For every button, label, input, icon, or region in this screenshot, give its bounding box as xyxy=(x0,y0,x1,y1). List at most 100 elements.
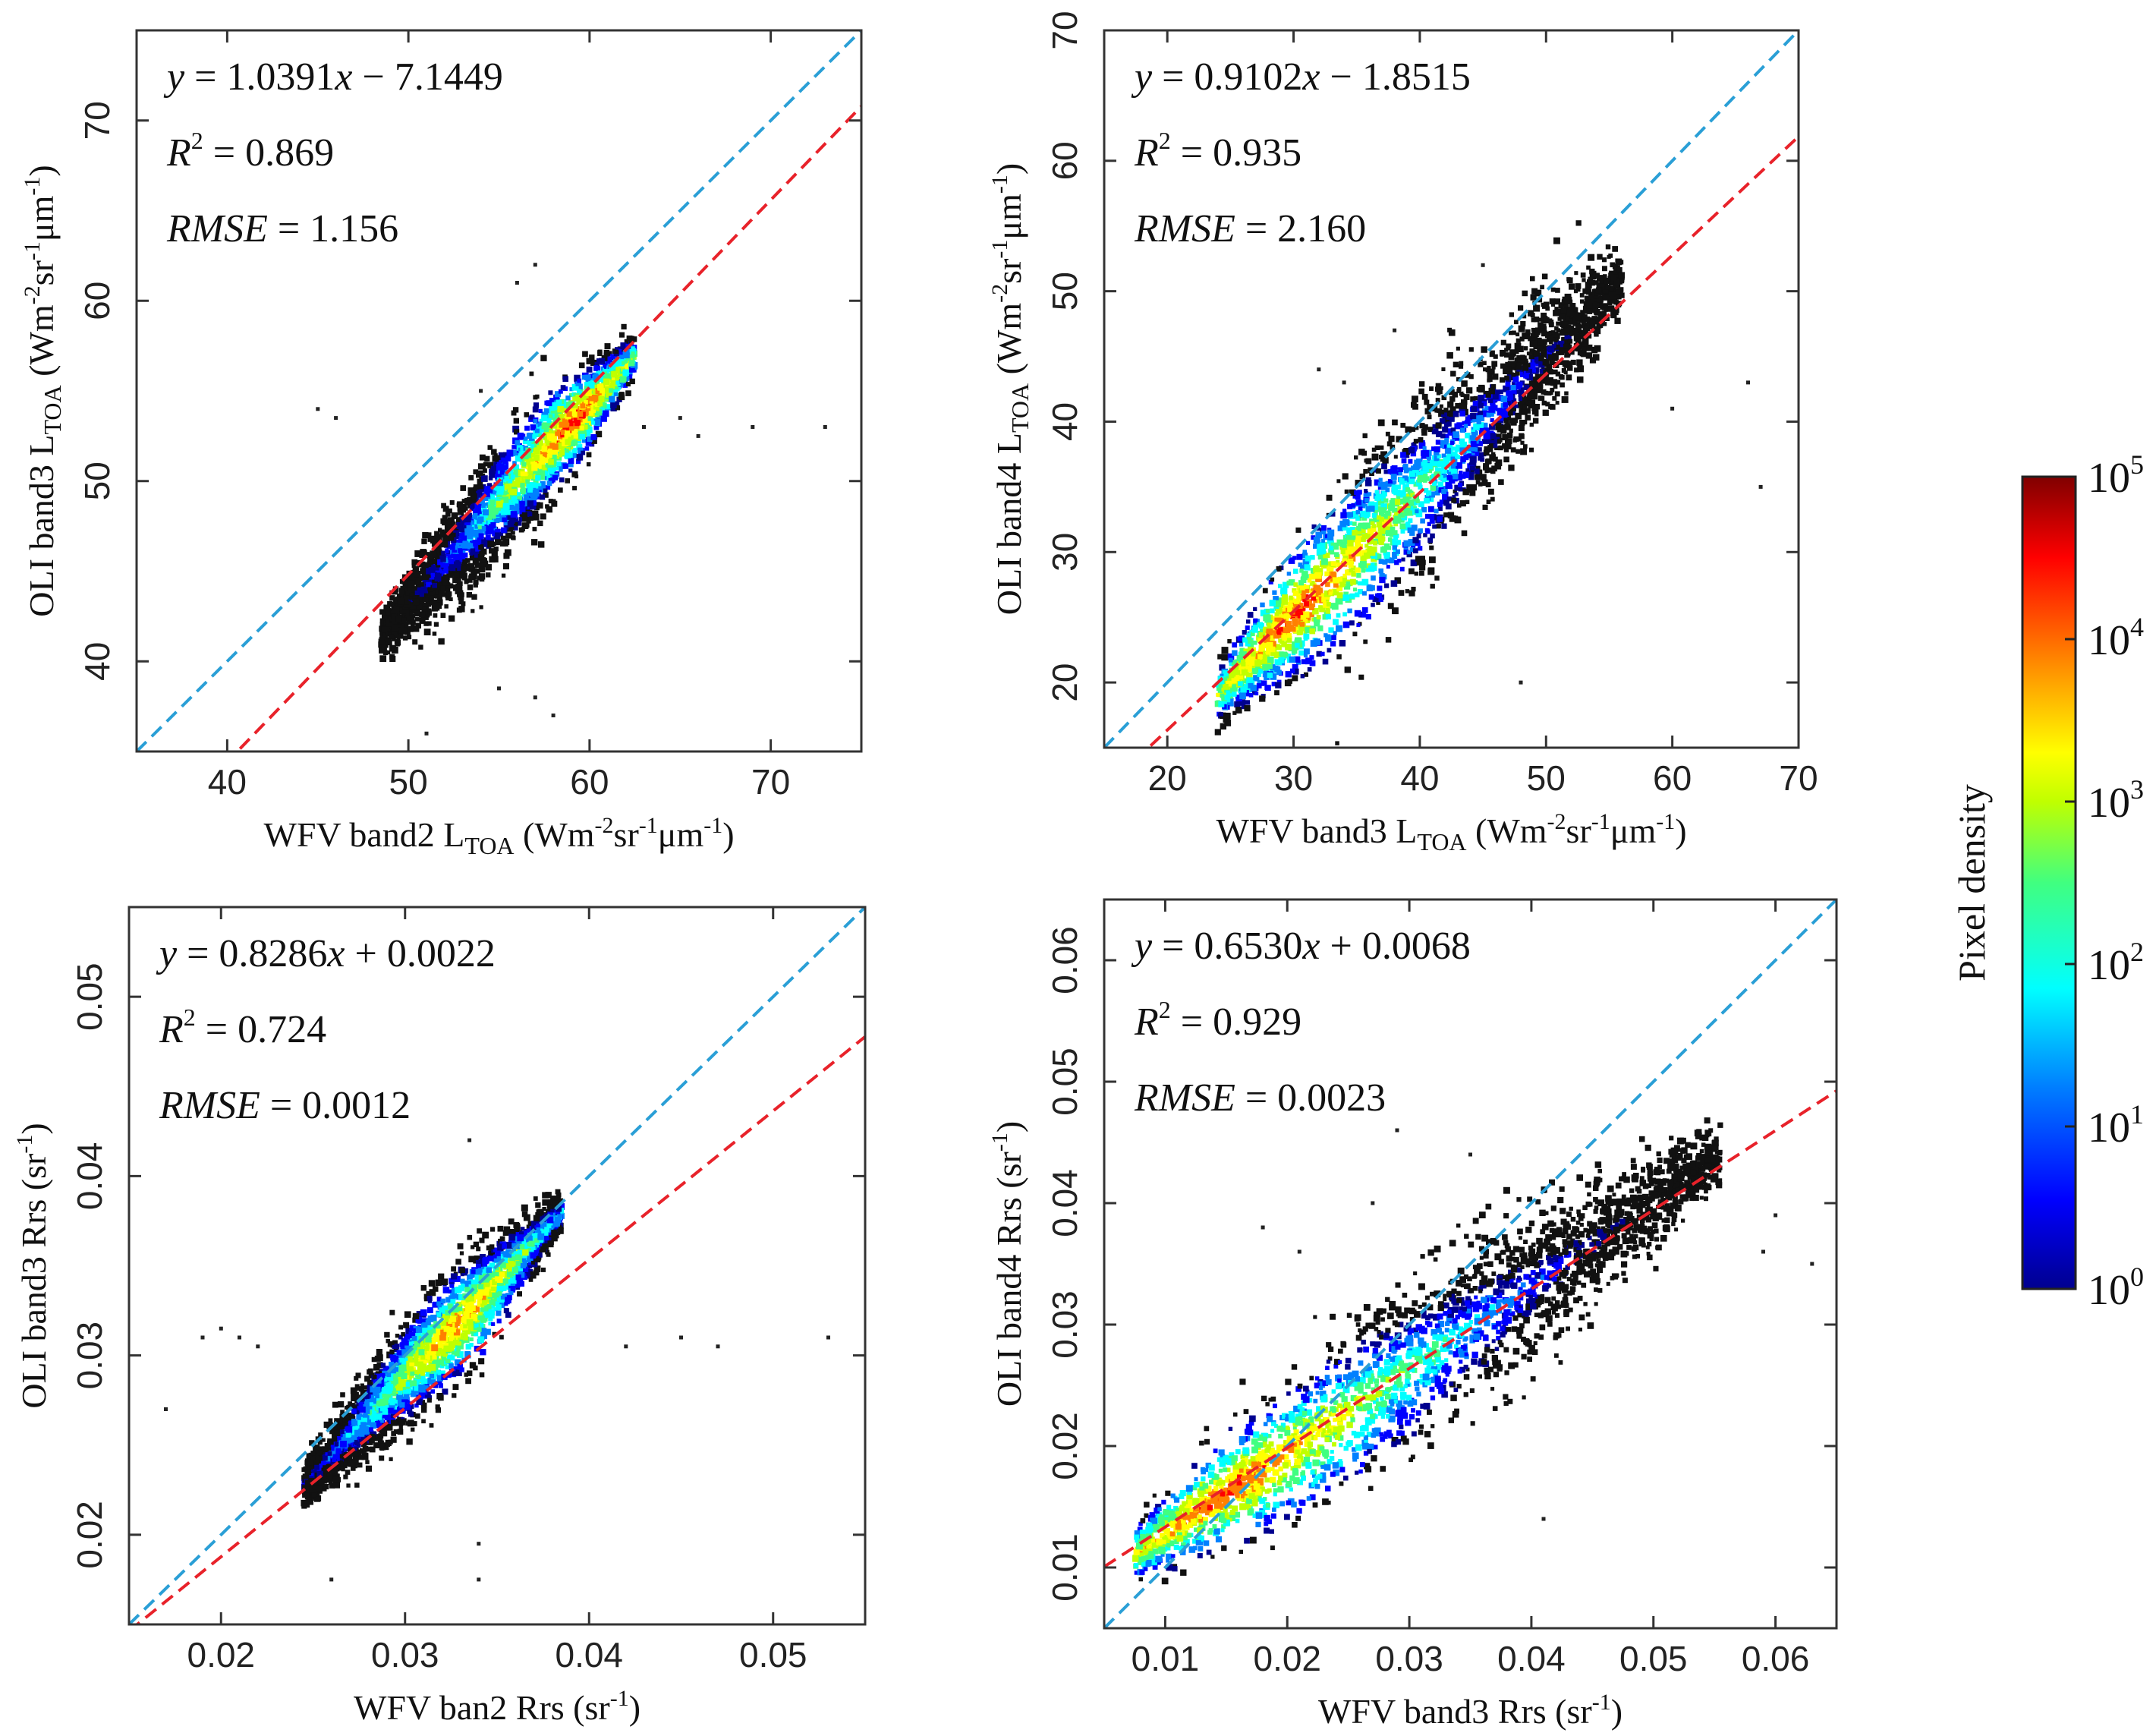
density-point xyxy=(595,408,602,416)
density-point xyxy=(1260,660,1264,666)
density-point xyxy=(1610,262,1615,268)
density-point xyxy=(479,605,483,610)
density-point xyxy=(1254,660,1261,667)
density-point xyxy=(1393,455,1398,459)
density-point xyxy=(467,533,474,540)
density-point xyxy=(1459,471,1463,475)
density-point xyxy=(1339,640,1346,647)
density-point xyxy=(573,433,578,439)
density-point xyxy=(1378,597,1383,602)
density-point xyxy=(466,592,472,598)
density-point xyxy=(510,477,515,481)
density-point xyxy=(1506,343,1512,349)
density-point xyxy=(1363,639,1368,644)
density-point xyxy=(508,480,516,487)
density-point xyxy=(388,616,394,622)
density-point xyxy=(1274,612,1281,619)
density-point xyxy=(494,470,501,477)
density-point xyxy=(511,445,516,449)
density-point xyxy=(1487,398,1493,404)
density-point xyxy=(629,378,635,385)
density-point xyxy=(464,579,469,584)
density-point xyxy=(1444,438,1449,443)
density-point xyxy=(1422,449,1430,457)
density-point xyxy=(423,591,430,597)
text-span: WFV band2 L xyxy=(263,815,464,854)
density-point xyxy=(1336,479,1341,484)
density-point xyxy=(486,513,492,519)
density-point xyxy=(1610,276,1616,282)
density-point xyxy=(1392,545,1397,550)
density-point xyxy=(1540,285,1544,290)
density-point xyxy=(1415,426,1419,430)
density-point xyxy=(551,458,557,464)
density-point xyxy=(1245,665,1252,673)
density-point xyxy=(1368,501,1374,508)
density-point xyxy=(1450,427,1456,433)
outlier-point xyxy=(823,425,827,429)
density-point xyxy=(559,477,565,483)
density-point xyxy=(1257,622,1264,628)
density-point xyxy=(422,573,430,580)
density-point xyxy=(506,449,514,457)
density-point xyxy=(1246,634,1252,640)
density-point xyxy=(1216,692,1220,697)
density-point xyxy=(1537,298,1543,303)
density-point xyxy=(1235,665,1240,670)
density-point xyxy=(524,436,528,441)
density-point xyxy=(1440,474,1446,479)
density-point xyxy=(1478,447,1482,452)
density-point xyxy=(440,556,446,562)
density-point xyxy=(1359,533,1366,540)
density-point xyxy=(1477,422,1484,429)
density-point xyxy=(440,613,446,618)
density-point xyxy=(1316,651,1322,657)
density-point xyxy=(1331,635,1336,641)
density-point xyxy=(431,599,437,606)
outlier-point xyxy=(334,416,338,421)
density-point xyxy=(1507,410,1513,416)
density-point xyxy=(1396,484,1401,490)
density-point xyxy=(447,554,452,559)
density-point xyxy=(1408,518,1413,523)
density-point xyxy=(1580,299,1585,304)
density-point xyxy=(561,417,568,424)
density-point xyxy=(1273,600,1281,607)
density-point xyxy=(1489,424,1496,430)
density-point xyxy=(543,431,549,436)
density-point xyxy=(397,632,403,638)
density-point xyxy=(1310,555,1315,560)
density-point xyxy=(1355,499,1362,506)
density-point xyxy=(1534,379,1538,383)
density-point xyxy=(1254,692,1259,696)
density-point xyxy=(458,599,464,605)
density-point xyxy=(1415,510,1423,518)
density-point xyxy=(1241,660,1245,664)
density-point xyxy=(423,569,429,575)
density-point xyxy=(1520,320,1526,327)
density-point xyxy=(407,635,412,640)
density-point xyxy=(1507,394,1514,401)
density-point xyxy=(1378,499,1385,506)
density-point xyxy=(1227,701,1232,707)
density-point xyxy=(419,611,426,618)
density-point xyxy=(1318,605,1323,610)
density-point xyxy=(501,509,508,515)
density-point xyxy=(1398,590,1405,596)
density-point xyxy=(1547,318,1553,323)
density-point xyxy=(552,454,557,459)
density-point xyxy=(438,638,445,645)
density-point xyxy=(1440,443,1444,449)
density-point xyxy=(532,434,537,439)
density-point xyxy=(593,405,598,410)
density-point xyxy=(546,433,554,440)
density-point xyxy=(585,378,590,383)
density-point xyxy=(1430,514,1436,520)
density-point xyxy=(471,556,476,561)
density-point xyxy=(1379,511,1384,517)
density-point xyxy=(556,449,562,455)
density-point xyxy=(497,484,503,489)
density-point xyxy=(510,511,518,518)
density-point xyxy=(1390,444,1396,450)
